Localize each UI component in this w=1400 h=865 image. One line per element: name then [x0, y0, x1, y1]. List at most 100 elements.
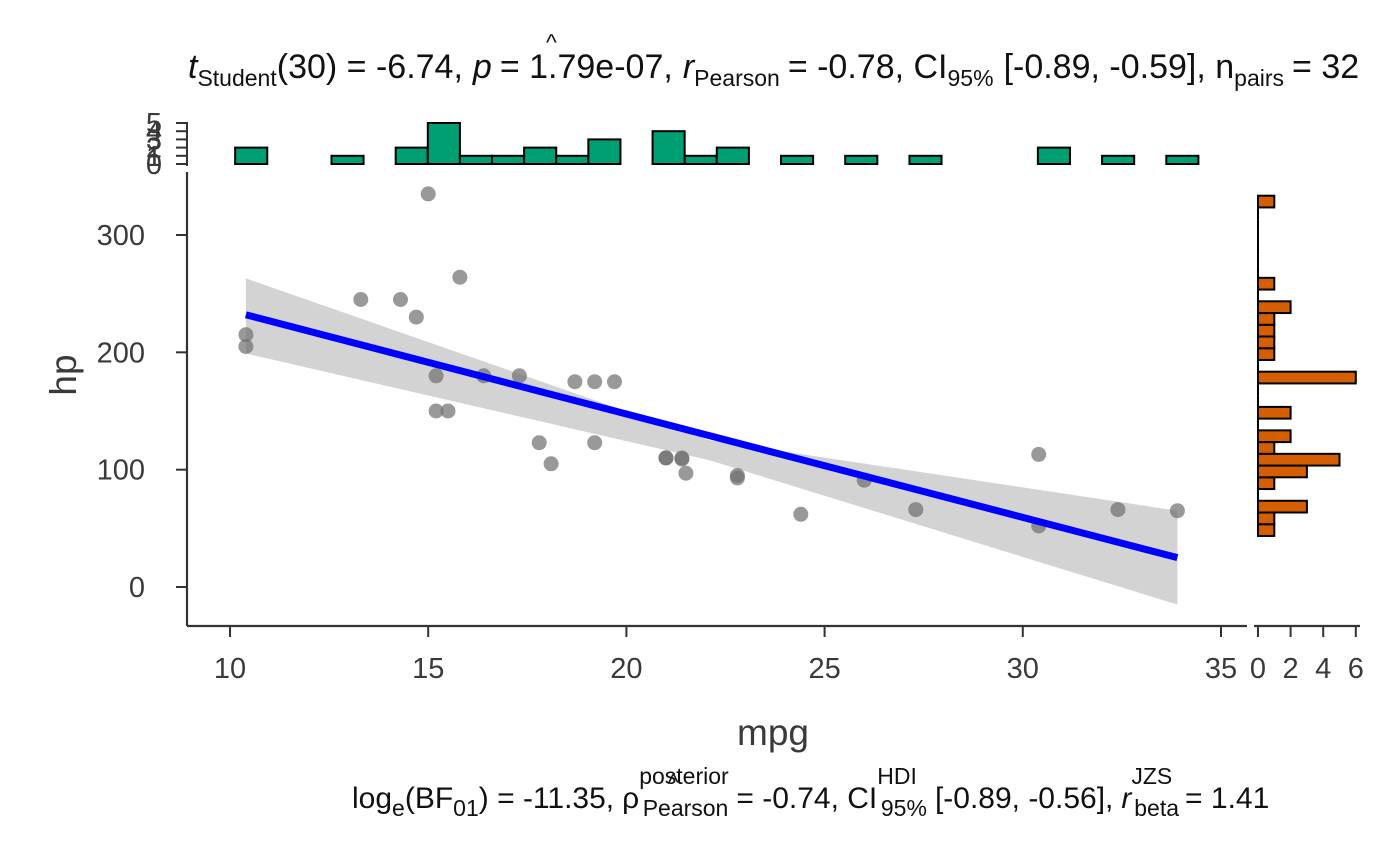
top-histogram-bar — [908, 154, 943, 166]
scatter-point — [428, 403, 444, 419]
chart-subtitle: tStudent(30) = -6.74, p = 1.79e-07, rPearso… — [188, 48, 1359, 91]
top-histogram-bar — [234, 146, 269, 166]
subtitle-n-value: = 32 — [1292, 48, 1359, 86]
scatter-point — [587, 435, 603, 451]
regression-line — [244, 311, 1179, 562]
y-tick-label: 0 — [129, 572, 145, 604]
scatter-point — [729, 468, 745, 483]
x-tick-label: 10 — [214, 653, 246, 685]
subtitle-pairs: pairs — [1234, 65, 1284, 91]
top-histogram-tick-label: 3 — [146, 124, 162, 156]
right-histogram-bar — [1257, 405, 1292, 420]
subtitle-r-value: = -0.78, CI — [788, 48, 948, 86]
top-histogram-bar — [715, 146, 750, 166]
right-histogram-tick-label: 4 — [1315, 653, 1331, 685]
subtitle-ci-value: [-0.89, -0.59], n — [1004, 48, 1235, 86]
top-histogram-tick-label: 5 — [146, 108, 162, 140]
scatter-point — [440, 403, 456, 419]
main-axes: 10 15 20 25 30 35 0 100 200 300 — [97, 172, 1247, 685]
right-histogram-bar — [1257, 476, 1276, 491]
subtitle-student: Student — [197, 65, 277, 91]
scatter-point — [420, 186, 436, 202]
right-histogram-tick-label: 6 — [1348, 653, 1364, 685]
top-histogram-bar — [330, 154, 365, 166]
right-histogram-bar — [1257, 194, 1276, 209]
scatter-point — [793, 506, 809, 522]
right-histogram-bar — [1257, 323, 1276, 338]
top-histogram-bar — [426, 122, 461, 165]
right-histogram-bar — [1257, 441, 1276, 455]
top-histogram-bar — [587, 138, 622, 165]
subtitle-t: t — [188, 48, 199, 86]
subtitle-p-value: = 1.79e-07, — [500, 48, 673, 86]
scatter-point — [353, 292, 369, 307]
y-tick-label: 200 — [97, 337, 145, 369]
x-axis-title: mpg — [737, 712, 809, 753]
caption-ci-pct: 95% — [881, 795, 927, 821]
top-histogram-bar — [1165, 154, 1200, 166]
caption-bf01: 01 — [453, 795, 479, 821]
caption-ci-value: [-0.89, -0.56], — [935, 782, 1113, 815]
scatter-point — [543, 456, 559, 472]
caption-jzs: JZS — [1131, 763, 1172, 789]
right-histogram-bar — [1257, 429, 1292, 444]
top-histogram-bar — [683, 154, 718, 166]
right-histogram-bar — [1257, 452, 1341, 467]
caption-log: log — [352, 782, 392, 815]
scatter-point — [1169, 503, 1185, 519]
top-histogram-bar — [523, 146, 558, 166]
top-histogram-bar — [458, 154, 494, 166]
right-histogram-bar — [1257, 499, 1308, 514]
right-histogram — [1257, 194, 1357, 537]
x-tick-label: 25 — [808, 653, 840, 685]
scatter-point — [238, 339, 254, 354]
top-histogram — [234, 122, 1200, 166]
subtitle-ci-pct: 95% — [948, 65, 994, 91]
scatter-point — [658, 450, 674, 466]
caption-beta: beta — [1134, 795, 1179, 821]
right-histogram-bar — [1257, 370, 1357, 385]
subtitle-pearson: Pearson — [694, 65, 780, 91]
scatter-point — [908, 502, 924, 518]
scatter-point — [567, 374, 583, 390]
top-histogram-tick-label: 2 — [146, 133, 162, 165]
scatter-point — [511, 368, 527, 384]
chart-caption: loge(BF01) = -11.35, ρposterior Pearson = -… — [352, 763, 1269, 821]
right-histogram-bar — [1257, 300, 1292, 315]
right-histogram-bar — [1257, 335, 1276, 350]
scatter-point — [1031, 446, 1047, 462]
subtitle-p: p — [472, 48, 492, 86]
ci-band-area — [245, 278, 1178, 605]
top-histogram-bar — [651, 130, 686, 165]
confidence-band — [245, 278, 1178, 605]
subtitle-df-stat: (30) = -6.74, — [277, 48, 463, 86]
right-histogram-tick-label: 0 — [1250, 653, 1266, 685]
caption-rho-hat: ^ — [668, 769, 679, 795]
scatter-point — [428, 368, 444, 384]
top-histogram-bar — [779, 154, 815, 166]
scatter-point — [587, 374, 603, 390]
x-tick-label: 35 — [1205, 653, 1237, 685]
caption-bf: (BF — [405, 782, 453, 815]
top-histogram-bar — [844, 154, 879, 166]
scatter-point — [452, 269, 468, 285]
caption-hdi: HDI — [877, 763, 917, 789]
top-histogram-tick-label: 4 — [146, 116, 162, 148]
scatter-point — [238, 327, 254, 343]
caption-rho: ρ — [622, 782, 639, 815]
top-histogram-bar — [491, 154, 526, 166]
right-histogram-bar — [1257, 276, 1276, 291]
y-tick-label: 100 — [97, 455, 145, 487]
subtitle-r: r — [683, 48, 696, 86]
scatter-point — [674, 451, 690, 467]
top-histogram-bar — [1101, 154, 1136, 166]
caption-r-value: = 1.41 — [1185, 782, 1269, 815]
right-histogram-tick-label: 2 — [1283, 653, 1299, 685]
caption-posterior: posterior — [639, 763, 729, 789]
caption-r: r — [1121, 782, 1132, 815]
caption-pearson: Pearson — [643, 795, 729, 821]
x-tick-label: 30 — [1007, 653, 1039, 685]
